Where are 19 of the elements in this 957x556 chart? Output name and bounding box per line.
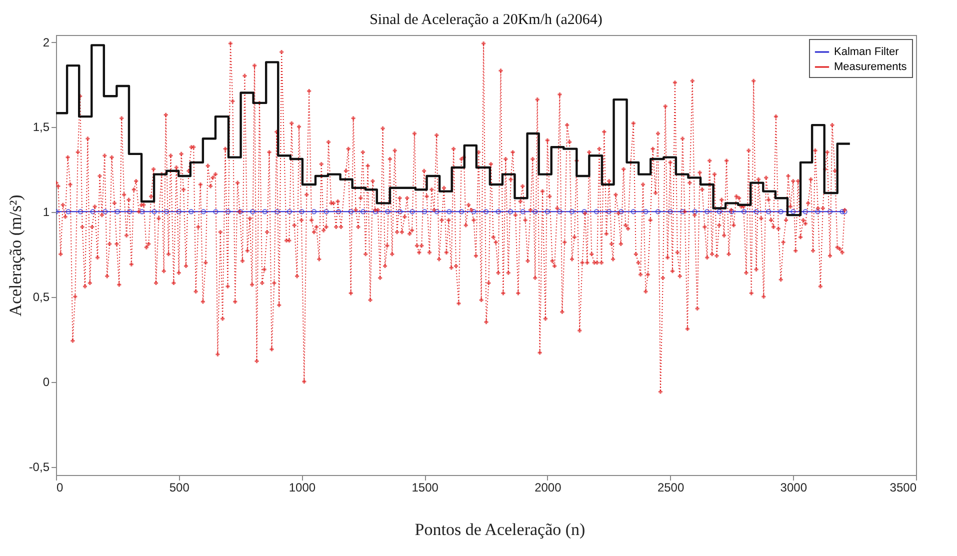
x-tick-label: 0 — [56, 480, 64, 494]
y-tick-label: 0,5 — [32, 290, 50, 304]
legend-label: Kalman Filter — [834, 46, 900, 58]
y-tick-label: 1 — [42, 205, 50, 220]
chart-title: Sinal de Aceleração a 20Km/h (a2064) — [370, 12, 602, 28]
y-axis-title: Aceleração (m/s²) — [6, 194, 25, 316]
x-tick-label: 3500 — [890, 480, 917, 494]
x-tick-label: 3000 — [780, 480, 808, 494]
x-tick-label: 2500 — [657, 480, 684, 494]
x-tick-label: 1500 — [412, 480, 439, 494]
y-tick-label: 1,5 — [32, 120, 50, 134]
x-tick-label: 500 — [169, 480, 190, 494]
y-tick-label: -0,5 — [28, 460, 50, 474]
x-tick-label: 1000 — [288, 480, 316, 494]
x-tick-label: 2000 — [534, 480, 562, 494]
legend-label: Measurements — [834, 61, 908, 73]
x-axis-title: Pontos de Aceleração (n) — [414, 520, 586, 540]
y-tick-label: 2 — [42, 35, 50, 50]
y-tick-label: 0 — [42, 375, 50, 390]
